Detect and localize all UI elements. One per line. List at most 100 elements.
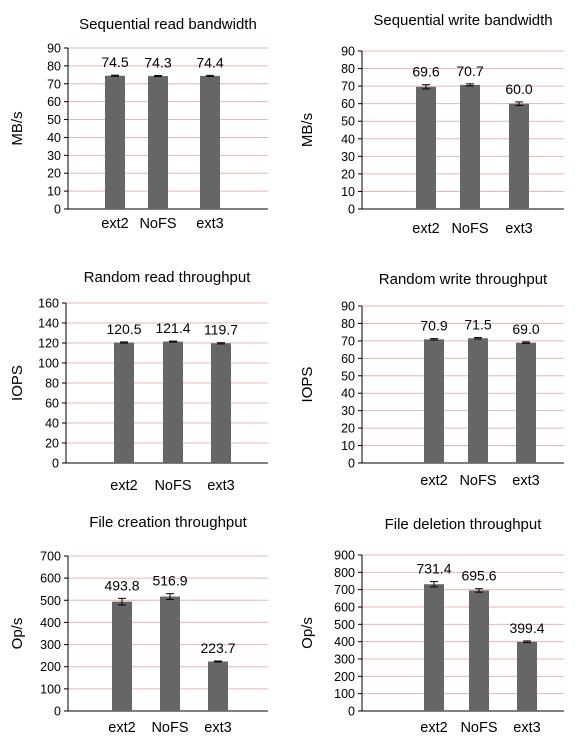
chart-file-creation: File creation throughput 0 100 200 300 400 500… xyxy=(0,499,292,741)
y-axis-label: MB/s xyxy=(9,111,26,145)
y-tick-label: 0 xyxy=(348,457,355,471)
x-tick-label: NoFS xyxy=(151,720,188,736)
y-tick-label: 60 xyxy=(45,397,59,411)
data-label: 121.4 xyxy=(155,320,190,336)
x-tick-label: ext3 xyxy=(207,478,234,494)
x-tick-label: ext2 xyxy=(101,216,128,232)
data-label: 60.0 xyxy=(505,81,532,97)
bar xyxy=(148,76,168,209)
data-label: 695.6 xyxy=(461,568,496,584)
x-tick-label: NoFS xyxy=(139,216,176,232)
y-tick-label: 30 xyxy=(341,404,355,418)
chart-random-write: Random write throughput 0 10 20 30 40 50 60 70 80… xyxy=(292,252,584,497)
chart-title: Sequential read bandwidth xyxy=(79,16,257,33)
y-tick-label: 300 xyxy=(334,653,355,667)
x-tick-label: NoFS xyxy=(451,221,488,237)
y-tick-label: 80 xyxy=(341,317,355,331)
y-tick-label: 80 xyxy=(45,377,59,391)
y-axis-label: IOPS xyxy=(299,367,316,403)
y-axis-label: Op/s xyxy=(9,618,26,650)
bar xyxy=(509,103,529,209)
y-axis-label: Op/s xyxy=(299,617,316,649)
y-tick-label: 10 xyxy=(341,185,355,199)
data-label: 74.5 xyxy=(101,54,128,70)
y-tick-label: 20 xyxy=(341,422,355,436)
y-tick-label: 700 xyxy=(334,583,355,597)
y-tick-label: 0 xyxy=(348,705,355,719)
y-tick-label: 100 xyxy=(38,357,59,371)
y-tick-label: 800 xyxy=(334,566,355,580)
y-tick-label: 500 xyxy=(334,618,355,632)
y-tick-label: 0 xyxy=(348,203,355,217)
data-label: 223.7 xyxy=(200,640,235,656)
y-tick-label: 160 xyxy=(38,297,59,311)
y-tick-label: 90 xyxy=(341,300,355,314)
y-tick-label: 600 xyxy=(40,572,61,586)
y-tick-label: 140 xyxy=(38,317,59,331)
y-tick-label: 300 xyxy=(40,638,61,652)
x-tick-label: ext2 xyxy=(110,478,137,494)
y-tick-label: 900 xyxy=(334,549,355,563)
chart-title: Random write throughput xyxy=(379,271,548,288)
data-label: 731.4 xyxy=(416,561,451,577)
chart-title: Random read throughput xyxy=(84,269,252,286)
bar xyxy=(516,342,536,463)
bar xyxy=(211,343,231,463)
bar xyxy=(163,341,183,463)
bar xyxy=(105,75,125,209)
y-tick-label: 30 xyxy=(47,149,61,163)
y-tick-label: 80 xyxy=(341,62,355,76)
x-tick-label: ext3 xyxy=(513,720,540,736)
bar xyxy=(200,75,220,209)
bar xyxy=(468,338,488,463)
x-tick-label: NoFS xyxy=(154,478,191,494)
x-tick-label: ext3 xyxy=(204,720,231,736)
x-tick-label: ext2 xyxy=(420,473,447,489)
y-tick-label: 10 xyxy=(341,439,355,453)
y-tick-label: 60 xyxy=(341,97,355,111)
y-tick-label: 10 xyxy=(47,185,61,199)
y-axis-label: MB/s xyxy=(299,113,316,147)
x-tick-label: ext3 xyxy=(505,221,532,237)
y-tick-label: 400 xyxy=(334,635,355,649)
bar xyxy=(112,601,132,711)
x-tick-label: NoFS xyxy=(459,473,496,489)
data-label: 493.8 xyxy=(104,577,139,593)
y-tick-label: 600 xyxy=(334,601,355,615)
y-tick-label: 100 xyxy=(334,687,355,701)
y-tick-label: 90 xyxy=(341,45,355,59)
y-tick-label: 0 xyxy=(54,705,61,719)
y-tick-label: 20 xyxy=(47,167,61,181)
chart-sequential-read: Sequential read bandwidth 0 10 20 30 40 50 60 70… xyxy=(0,0,292,245)
data-label: 70.7 xyxy=(456,63,483,79)
bar xyxy=(517,641,537,711)
bar xyxy=(469,590,489,711)
chart-title: Sequential write bandwidth xyxy=(373,12,552,29)
data-label: 74.3 xyxy=(144,55,171,71)
bar xyxy=(424,584,444,711)
bar xyxy=(114,342,134,463)
x-tick-label: ext2 xyxy=(412,221,439,237)
data-label: 120.5 xyxy=(106,321,141,337)
data-label: 69.6 xyxy=(412,64,439,80)
chart-title: File deletion throughput xyxy=(385,516,543,533)
y-tick-label: 700 xyxy=(40,550,61,564)
data-label: 399.4 xyxy=(509,620,544,636)
y-tick-label: 50 xyxy=(47,113,61,127)
y-tick-label: 60 xyxy=(47,95,61,109)
x-tick-label: ext3 xyxy=(196,216,223,232)
data-label: 74.4 xyxy=(196,54,223,70)
chart-title: File creation throughput xyxy=(89,514,247,531)
data-label: 70.9 xyxy=(420,318,447,334)
y-tick-label: 40 xyxy=(341,387,355,401)
x-tick-label: ext2 xyxy=(108,720,135,736)
data-label: 119.7 xyxy=(204,322,238,338)
x-tick-label: NoFS xyxy=(460,720,497,736)
y-tick-label: 60 xyxy=(341,352,355,366)
y-tick-label: 80 xyxy=(47,59,61,73)
data-label: 71.5 xyxy=(464,317,491,333)
y-tick-label: 70 xyxy=(47,77,61,91)
y-tick-label: 120 xyxy=(38,337,59,351)
y-tick-label: 50 xyxy=(341,115,355,129)
y-tick-label: 40 xyxy=(45,417,59,431)
